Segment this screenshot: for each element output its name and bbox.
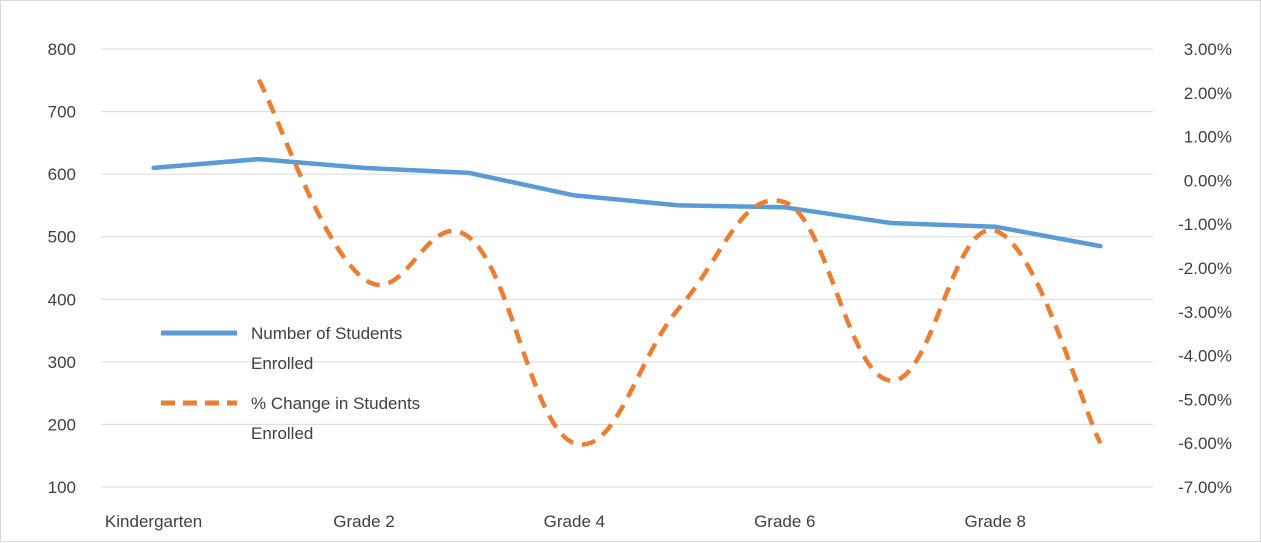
y-right-tick-label: 1.00%: [1184, 128, 1232, 147]
series-lines: [154, 80, 1101, 445]
y-left-tick-label: 200: [48, 415, 76, 434]
y-left-tick-label: 100: [48, 478, 76, 497]
series-line-students-enrolled: [154, 159, 1101, 246]
x-tick-label: Grade 4: [544, 512, 605, 531]
left-axis-ticks: 100 200 300 400 500 600 700 800: [48, 40, 76, 497]
y-right-tick-label: -7.00%: [1178, 478, 1232, 497]
gridlines: [101, 49, 1153, 487]
y-right-tick-label: -3.00%: [1178, 303, 1232, 322]
y-left-tick-label: 800: [48, 40, 76, 59]
y-right-tick-label: 2.00%: [1184, 84, 1232, 103]
y-right-tick-label: -4.00%: [1178, 347, 1232, 366]
y-left-tick-label: 300: [48, 353, 76, 372]
x-tick-label: Kindergarten: [105, 512, 202, 531]
right-axis-ticks: -7.00% -6.00% -5.00% -4.00% -3.00% -2.00% -1.0…: [1178, 40, 1232, 497]
legend: Number of Students Enrolled % Change in …: [161, 324, 420, 443]
y-left-tick-label: 700: [48, 103, 76, 122]
legend-label-students-enrolled-line1: Number of Students: [251, 324, 402, 343]
x-tick-label: Grade 6: [754, 512, 815, 531]
y-right-tick-label: 3.00%: [1184, 40, 1232, 59]
y-right-tick-label: -6.00%: [1178, 434, 1232, 453]
y-right-tick-label: -1.00%: [1178, 215, 1232, 234]
legend-label-pct-change-line2: Enrolled: [251, 424, 313, 443]
legend-label-students-enrolled-line2: Enrolled: [251, 354, 313, 373]
y-right-tick-label: -2.00%: [1178, 259, 1232, 278]
y-left-tick-label: 400: [48, 290, 76, 309]
series-line-pct-change: [259, 80, 1101, 445]
y-left-tick-label: 600: [48, 165, 76, 184]
x-tick-label: Grade 8: [964, 512, 1025, 531]
y-right-tick-label: -5.00%: [1178, 390, 1232, 409]
y-left-tick-label: 500: [48, 228, 76, 247]
y-right-tick-label: 0.00%: [1184, 171, 1232, 190]
x-axis-ticks: Kindergarten Grade 2 Grade 4 Grade 6 Grade 8: [105, 512, 1026, 531]
x-tick-label: Grade 2: [333, 512, 394, 531]
legend-label-pct-change-line1: % Change in Students: [251, 394, 420, 413]
